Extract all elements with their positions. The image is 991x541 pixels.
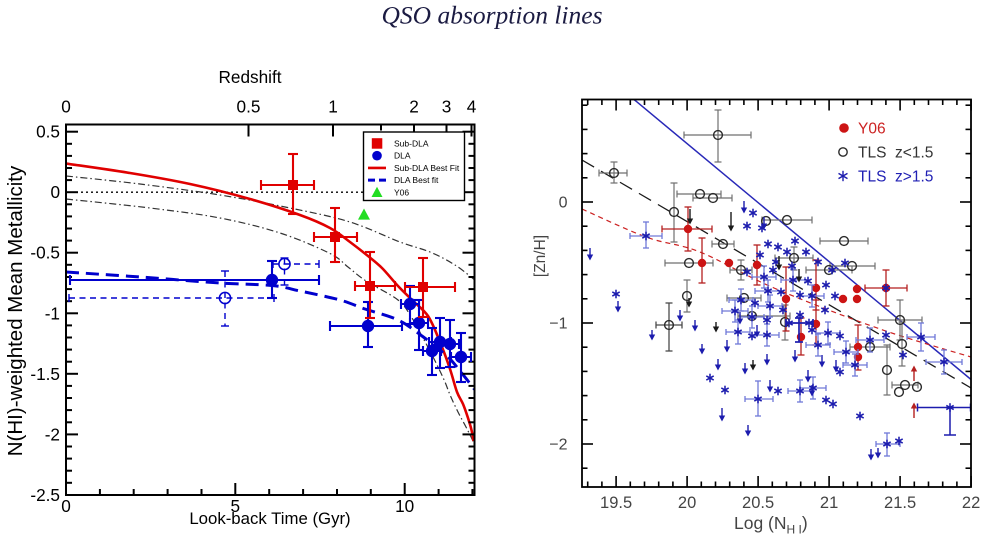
svg-text:0: 0 [61,97,71,117]
svg-text:Sub-DLA Best Fit: Sub-DLA Best Fit [394,163,460,173]
svg-text:1: 1 [328,97,338,117]
svg-text:5: 5 [231,496,241,516]
svg-text:[Zn/H]: [Zn/H] [532,235,549,277]
svg-text:2: 2 [409,97,419,117]
svg-text:DLA Best fit: DLA Best fit [394,175,439,185]
svg-text:DLA: DLA [394,151,411,161]
svg-text:TLS z>1.5: TLS z>1.5 [858,169,933,186]
svg-text:21.5: 21.5 [884,494,916,512]
svg-text:0: 0 [61,496,71,516]
svg-text:0.5: 0.5 [36,122,60,142]
svg-text:−1: −1 [549,316,567,333]
svg-text:21: 21 [820,494,838,512]
svg-text:QSO absorption lines: QSO absorption lines [381,1,602,30]
svg-text:Sub-DLA: Sub-DLA [394,139,429,149]
svg-text:-0.5: -0.5 [30,243,60,263]
svg-text:20.5: 20.5 [742,494,774,512]
svg-text:-1.5: -1.5 [30,364,60,384]
svg-text:TLS z<1.5: TLS z<1.5 [858,145,933,162]
svg-text:Y06: Y06 [858,121,886,138]
svg-text:0: 0 [50,182,60,202]
svg-text:-2.5: -2.5 [30,485,60,505]
svg-text:N(HI)-weighted Mean Metallicit: N(HI)-weighted Mean Metallicity [4,165,27,456]
svg-text:Look-back Time (Gyr): Look-back Time (Gyr) [189,509,350,528]
svg-text:3: 3 [442,97,452,117]
svg-text:0: 0 [559,195,568,212]
svg-text:Redshift: Redshift [218,67,281,87]
svg-text:Y06: Y06 [394,187,409,197]
svg-text:4: 4 [467,97,477,117]
svg-text:-1: -1 [45,303,60,323]
svg-text:22: 22 [962,494,980,512]
svg-text:0.5: 0.5 [237,97,261,117]
svg-text:-2: -2 [45,424,60,444]
svg-text:−2: −2 [549,437,567,454]
svg-text:10: 10 [395,496,414,516]
svg-text:20: 20 [678,494,696,512]
svg-text:19.5: 19.5 [600,494,632,512]
